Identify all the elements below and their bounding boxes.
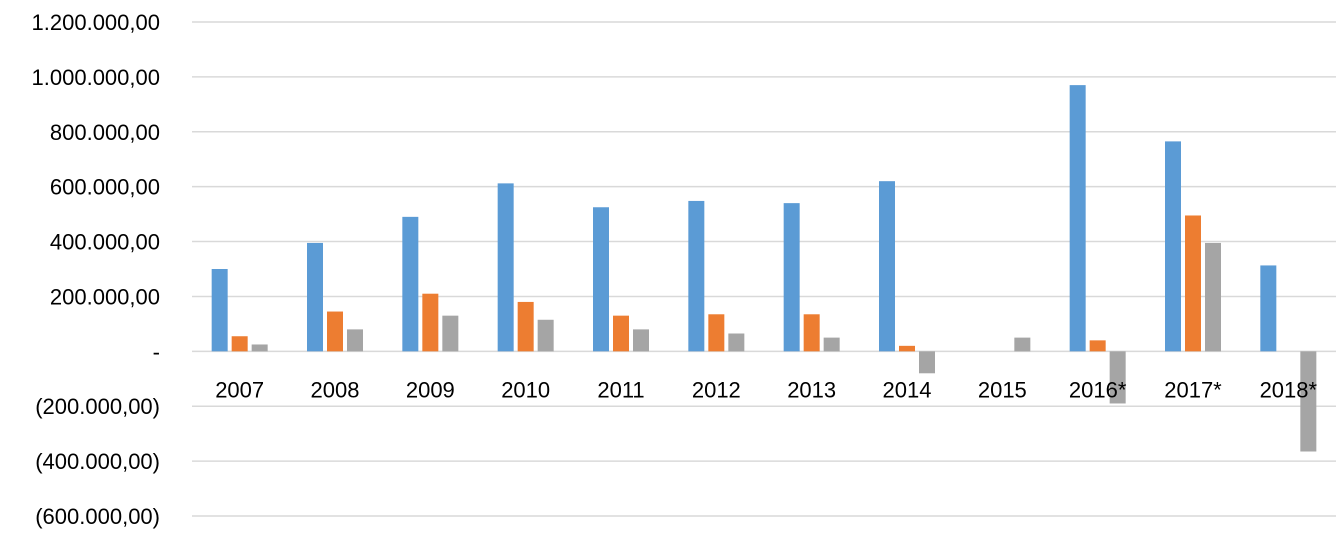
y-tick-label: (600.000,00) — [35, 504, 160, 529]
x-category-label: 2013 — [787, 377, 836, 402]
bar-2010-series-1 — [497, 183, 514, 352]
bar-2016-series-2 — [1089, 340, 1106, 352]
bar-2009-series-3 — [442, 315, 459, 352]
x-category-label: 2009 — [406, 377, 455, 402]
gridlines — [192, 21, 1336, 517]
x-category-label: 2012 — [692, 377, 741, 402]
bar-2013-series-2 — [803, 314, 820, 352]
category-labels: 2007 2008 2009 2010 2011 2012 2013 2014 2015 2016… — [215, 377, 1317, 402]
bar-2008-series-3 — [347, 329, 363, 352]
bar-2015-series-3 — [1014, 337, 1031, 352]
x-category-label: 2011 — [597, 377, 644, 402]
y-axis-tick-labels: 1.200.000,00 1.000.000,00 800.000,00 600.00… — [32, 10, 160, 529]
bar-2017-series-2 — [1185, 215, 1201, 352]
x-category-label: 2007 — [215, 377, 264, 402]
y-tick-label: (400.000,00) — [35, 449, 160, 474]
bar-2011-series-2 — [613, 315, 629, 352]
bar-2013-series-1 — [783, 203, 800, 352]
x-category-label: 2017* — [1164, 377, 1222, 402]
bar-2007-series-3 — [251, 344, 268, 352]
bar-2012-series-1 — [688, 200, 705, 352]
bar-2011-series-1 — [593, 207, 609, 352]
x-category-label: 2014 — [883, 377, 932, 402]
bar-2008-series-1 — [307, 242, 323, 352]
bar-2012-series-2 — [708, 314, 725, 352]
bar-2009-series-2 — [422, 293, 439, 352]
x-category-label: 2015 — [978, 377, 1027, 402]
bar-2014-series-2 — [899, 345, 915, 352]
bar-2017-series-3 — [1205, 242, 1221, 352]
y-tick-label: 1.200.000,00 — [32, 10, 160, 35]
bar-2014-series-3 — [919, 351, 935, 374]
x-category-label: 2008 — [311, 377, 360, 402]
y-tick-label: 200.000,00 — [50, 284, 160, 309]
bar-2010-series-3 — [537, 319, 554, 352]
bar-2013-series-3 — [823, 337, 840, 352]
bar-2010-series-2 — [517, 301, 534, 352]
bar-2012-series-3 — [728, 333, 745, 352]
bar-2009-series-1 — [402, 216, 419, 352]
bar-2007-series-1 — [211, 269, 228, 352]
x-category-label: 2018* — [1260, 377, 1318, 402]
bar-2011-series-3 — [633, 329, 649, 352]
y-tick-label: 800.000,00 — [50, 120, 160, 145]
x-category-label: 2010 — [501, 377, 550, 402]
bar-2016-series-1 — [1069, 85, 1086, 352]
bar-2008-series-2 — [327, 311, 343, 352]
y-tick-label: - — [153, 339, 160, 364]
bar-2017-series-1 — [1165, 141, 1181, 352]
y-tick-label: 1.000.000,00 — [32, 65, 160, 90]
bar-2014-series-1 — [879, 181, 895, 352]
y-tick-label: 600.000,00 — [50, 175, 160, 200]
bar-2018-series-1 — [1260, 265, 1277, 352]
bar-2018-series-3 — [1300, 351, 1317, 452]
y-tick-label: (200.000,00) — [35, 394, 160, 419]
bar-2016-series-3 — [1109, 351, 1126, 404]
bars — [211, 85, 1317, 452]
y-tick-label: 400.000,00 — [50, 230, 160, 255]
x-category-label: 2016* — [1069, 377, 1127, 402]
bar-2007-series-2 — [231, 336, 248, 352]
